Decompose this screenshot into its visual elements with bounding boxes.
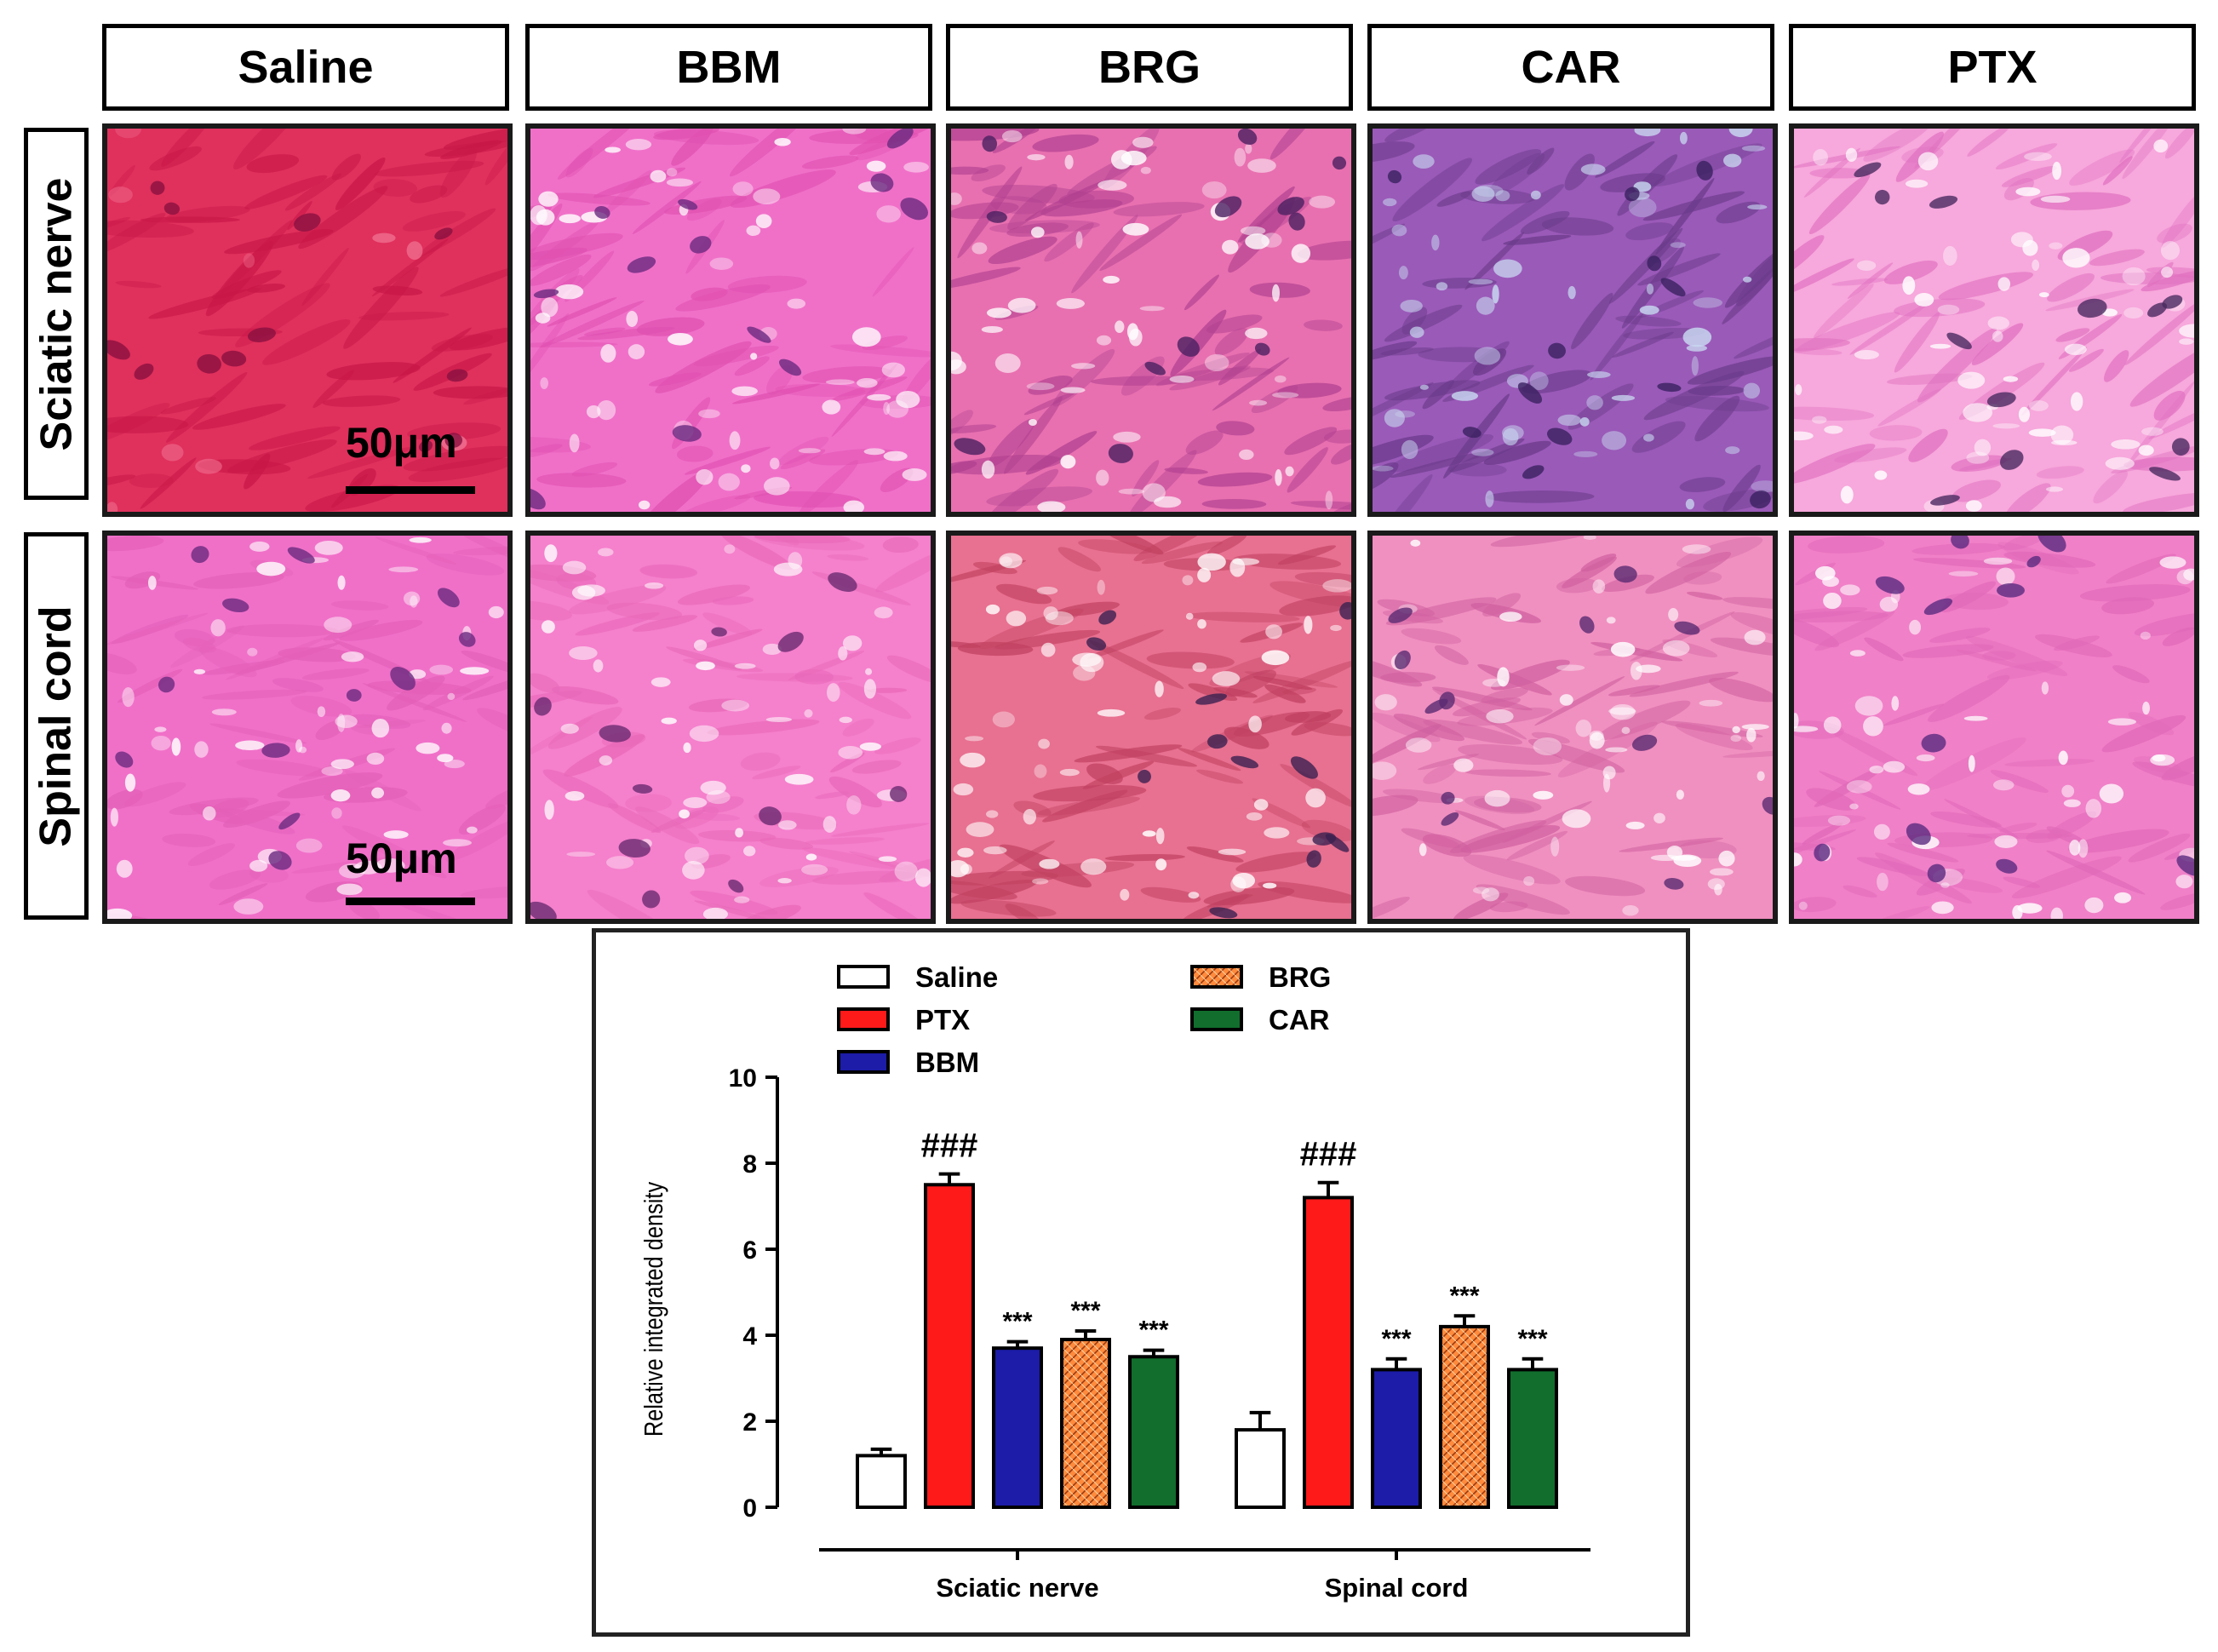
micrograph-spinal-cord-ptx — [1789, 531, 2199, 924]
column-header-brg: BRG — [946, 24, 1353, 111]
micrograph-spinal-cord-bbm — [525, 531, 936, 924]
legend-swatch-bbm — [837, 1050, 890, 1074]
column-header-label: CAR — [1521, 42, 1621, 93]
significance-hash: ### — [921, 1127, 978, 1165]
bar-ptx-sciatic-nerve — [924, 1183, 975, 1509]
bar-saline-sciatic-nerve — [856, 1454, 907, 1510]
x-tick-label: Sciatic nerve — [936, 1573, 1098, 1603]
y-tick-label: 8 — [742, 1150, 757, 1179]
significance-stars: *** — [1381, 1325, 1411, 1353]
bar-car-spinal-cord — [1507, 1368, 1558, 1510]
y-tick-label: 4 — [742, 1322, 757, 1351]
micrograph-spinal-cord-brg — [946, 531, 1356, 924]
bar-ptx-spinal-cord — [1303, 1196, 1354, 1509]
legend-label: PTX — [915, 1004, 970, 1035]
scale-bar — [346, 486, 475, 494]
column-header-ptx: PTX — [1789, 24, 2196, 111]
y-tick-label: 2 — [742, 1408, 757, 1437]
legend-label: CAR — [1269, 1004, 1330, 1035]
y-axis-label: Relative integrated density — [639, 1181, 669, 1437]
legend-label: BRG — [1269, 961, 1331, 993]
y-tick-label: 0 — [742, 1494, 757, 1523]
significance-stars: *** — [1070, 1297, 1100, 1325]
column-header-bbm: BBM — [525, 24, 932, 111]
bar-bbm-spinal-cord — [1371, 1368, 1422, 1510]
scale-bar — [346, 898, 475, 905]
bar-car-sciatic-nerve — [1128, 1355, 1179, 1509]
micrograph-sciatic-nerve-bbm — [525, 123, 936, 517]
legend-swatch-saline — [837, 965, 890, 989]
legend-label: BBM — [915, 1047, 979, 1078]
bar-brg-spinal-cord — [1439, 1324, 1490, 1509]
significance-stars: *** — [1517, 1325, 1547, 1353]
scale-bar-label: 50μm — [346, 835, 457, 882]
significance-hash: ### — [1300, 1136, 1357, 1173]
scale-bar-label: 50μm — [346, 419, 457, 467]
legend-swatch-brg — [1190, 965, 1243, 989]
column-header-label: BBM — [676, 42, 782, 93]
legend-swatch-car — [1190, 1007, 1243, 1031]
significance-stars: *** — [1002, 1308, 1032, 1336]
bar-chart: 0 2 4 6 8 10 Relative integrated density Sciati… — [639, 961, 1590, 1603]
column-header-label: BRG — [1098, 42, 1201, 93]
row-label-text: Spinal cord — [32, 605, 81, 847]
row-label-text: Sciatic nerve — [32, 177, 81, 450]
row-label-sciatic-nerve: Sciatic nerve — [24, 128, 89, 500]
bar-saline-spinal-cord — [1235, 1428, 1286, 1509]
row-label-spinal-cord: Spinal cord — [24, 532, 89, 920]
micrograph-spinal-cord-car — [1367, 531, 1778, 924]
x-tick-label: Spinal cord — [1325, 1573, 1469, 1603]
column-header-label: PTX — [1947, 42, 2037, 93]
y-tick-label: 10 — [729, 1064, 757, 1093]
legend-swatch-ptx — [837, 1007, 890, 1031]
bar-brg-sciatic-nerve — [1060, 1338, 1111, 1509]
column-header-car: CAR — [1367, 24, 1774, 111]
bar-bbm-sciatic-nerve — [992, 1346, 1043, 1509]
micrograph-sciatic-nerve-brg — [946, 123, 1356, 517]
column-header-label: Saline — [238, 42, 374, 93]
significance-stars: *** — [1449, 1282, 1479, 1310]
legend-label: Saline — [915, 961, 998, 993]
micrograph-sciatic-nerve-car — [1367, 123, 1778, 517]
bar-chart-panel: 0 2 4 6 8 10 Relative integrated density Sciati… — [592, 928, 1690, 1637]
y-tick-label: 6 — [742, 1236, 757, 1265]
column-header-saline: Saline — [102, 24, 509, 111]
micrograph-sciatic-nerve-saline: 50μm — [102, 123, 513, 517]
significance-stars: *** — [1138, 1316, 1168, 1345]
micrograph-spinal-cord-saline: 50μm — [102, 531, 513, 924]
micrograph-sciatic-nerve-ptx — [1789, 123, 2199, 517]
